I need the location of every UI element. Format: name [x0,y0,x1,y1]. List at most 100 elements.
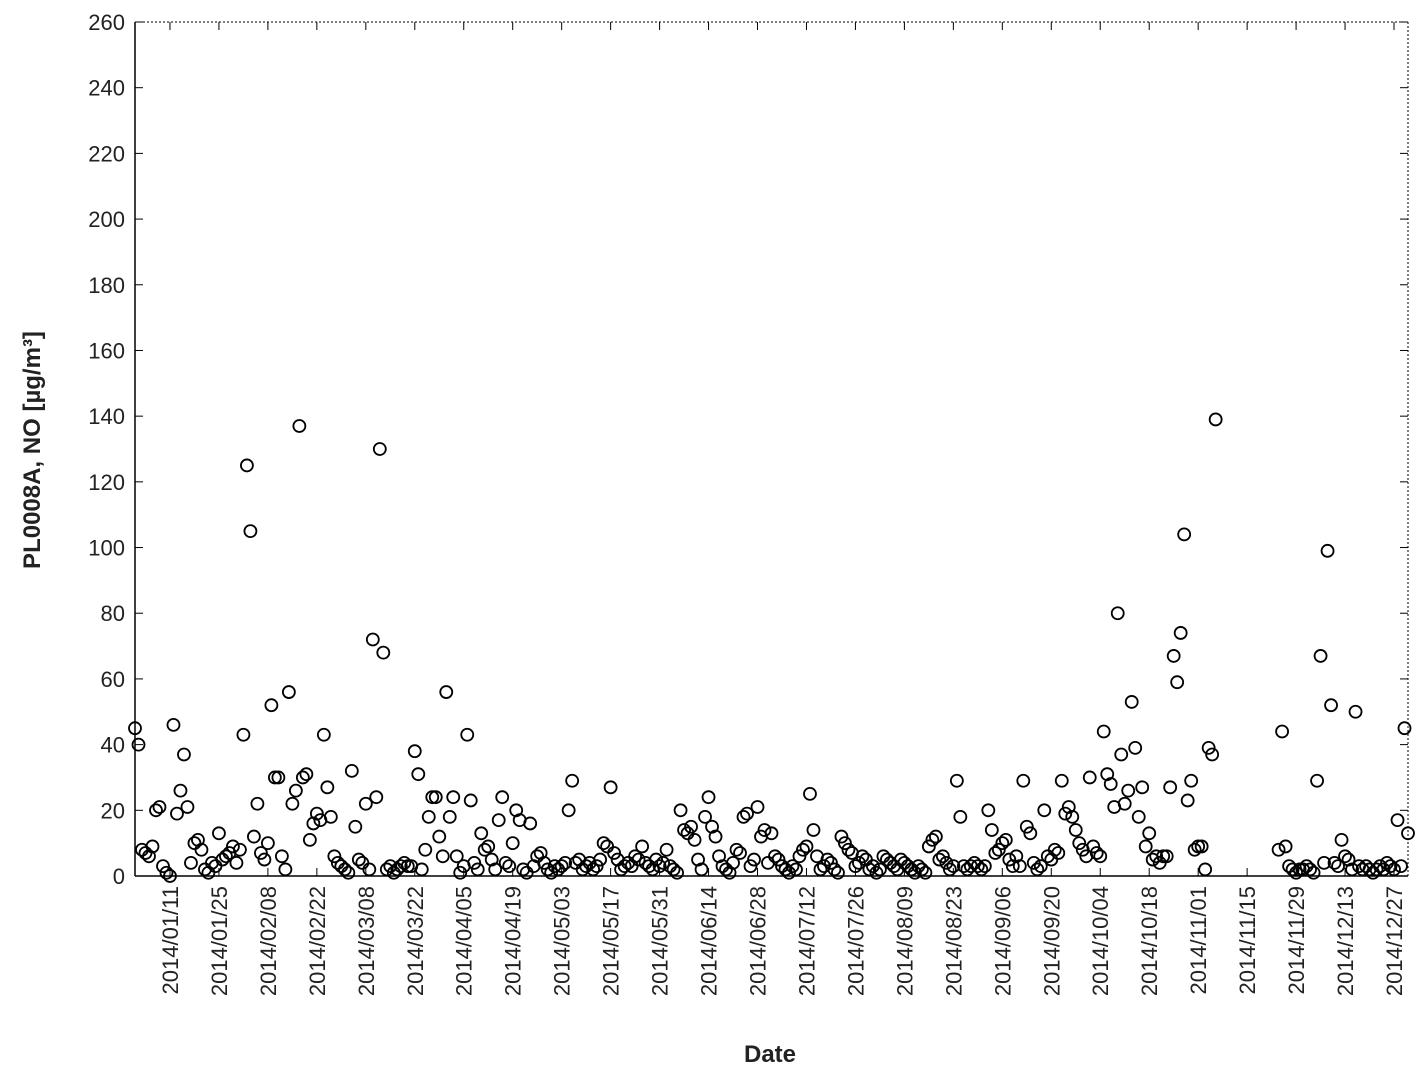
point [1068,823,1083,837]
point [250,796,265,811]
point [446,790,461,805]
point [435,849,450,864]
point [694,862,709,877]
point [281,685,296,699]
x-tick-label: 2014/03/22 [403,886,428,996]
point [152,800,167,814]
point [970,859,985,874]
point [393,859,408,874]
point [1110,606,1125,621]
point [540,862,555,877]
x-tick-label: 2014/07/26 [843,886,868,996]
point [212,826,226,841]
point [1086,839,1101,854]
point [341,865,356,880]
point [1128,741,1143,755]
point [785,859,800,874]
point [400,859,415,874]
point [1191,839,1206,854]
point [1065,809,1080,824]
point [852,855,866,870]
point [194,842,209,857]
point [726,855,740,870]
point [1166,649,1181,663]
point [505,836,520,851]
x-tick-label: 2014/04/19 [501,886,526,996]
point [953,809,968,824]
point [1327,855,1342,870]
point [442,809,457,824]
point [1289,865,1303,880]
point [1103,777,1118,791]
point [796,842,810,857]
point [1278,839,1293,854]
point [1376,862,1391,877]
point [1012,859,1027,874]
point [1317,855,1331,870]
point [383,859,398,874]
point [544,865,559,880]
y-tick-label: 20 [101,798,125,823]
point [946,859,961,874]
point [1348,704,1363,719]
point [285,796,300,811]
x-tick-label: 2014/08/09 [892,886,917,996]
point [1383,859,1398,874]
x-tick-label: 2014/09/20 [1039,886,1064,996]
point [369,790,384,805]
point [421,809,436,824]
point [561,803,576,818]
x-tick-label: 2014/10/18 [1137,886,1162,996]
point [1184,773,1199,788]
point [869,865,884,880]
point [988,846,1003,860]
x-tick-label: 2014/07/12 [794,886,819,996]
point [1320,543,1335,558]
x-tick-label: 2014/04/05 [452,886,477,996]
point [838,836,852,851]
point [698,809,712,824]
point [1142,826,1157,841]
point [288,783,303,798]
point [495,790,510,805]
point [1159,849,1174,864]
x-tick-label: 2014/02/22 [305,886,330,996]
y-tick-label: 40 [101,733,125,758]
point [848,859,863,874]
point [316,727,331,742]
point [1037,803,1052,818]
point [1096,724,1111,739]
point [523,816,538,831]
point [1156,849,1171,864]
point [729,842,744,857]
point [180,800,195,814]
x-tick-label: 2014/03/08 [354,886,379,996]
point [351,852,366,867]
point [684,819,698,834]
point [358,796,373,811]
point [1397,721,1412,736]
point [145,839,160,854]
point [1173,626,1188,640]
point [813,862,828,877]
point [177,747,191,762]
point [376,645,391,660]
point [170,806,184,821]
point [449,849,464,864]
point [1177,527,1192,542]
point [295,770,310,785]
point [834,829,849,844]
point [995,836,1010,851]
point [792,849,807,864]
point [939,855,954,870]
point [799,839,814,854]
point [131,737,146,752]
point [226,839,240,854]
point [260,836,275,851]
point [477,842,492,857]
x-tick-label: 2014/01/11 [158,886,183,994]
point [1163,780,1178,795]
point [397,855,412,870]
point [1331,859,1345,874]
point [271,770,286,785]
